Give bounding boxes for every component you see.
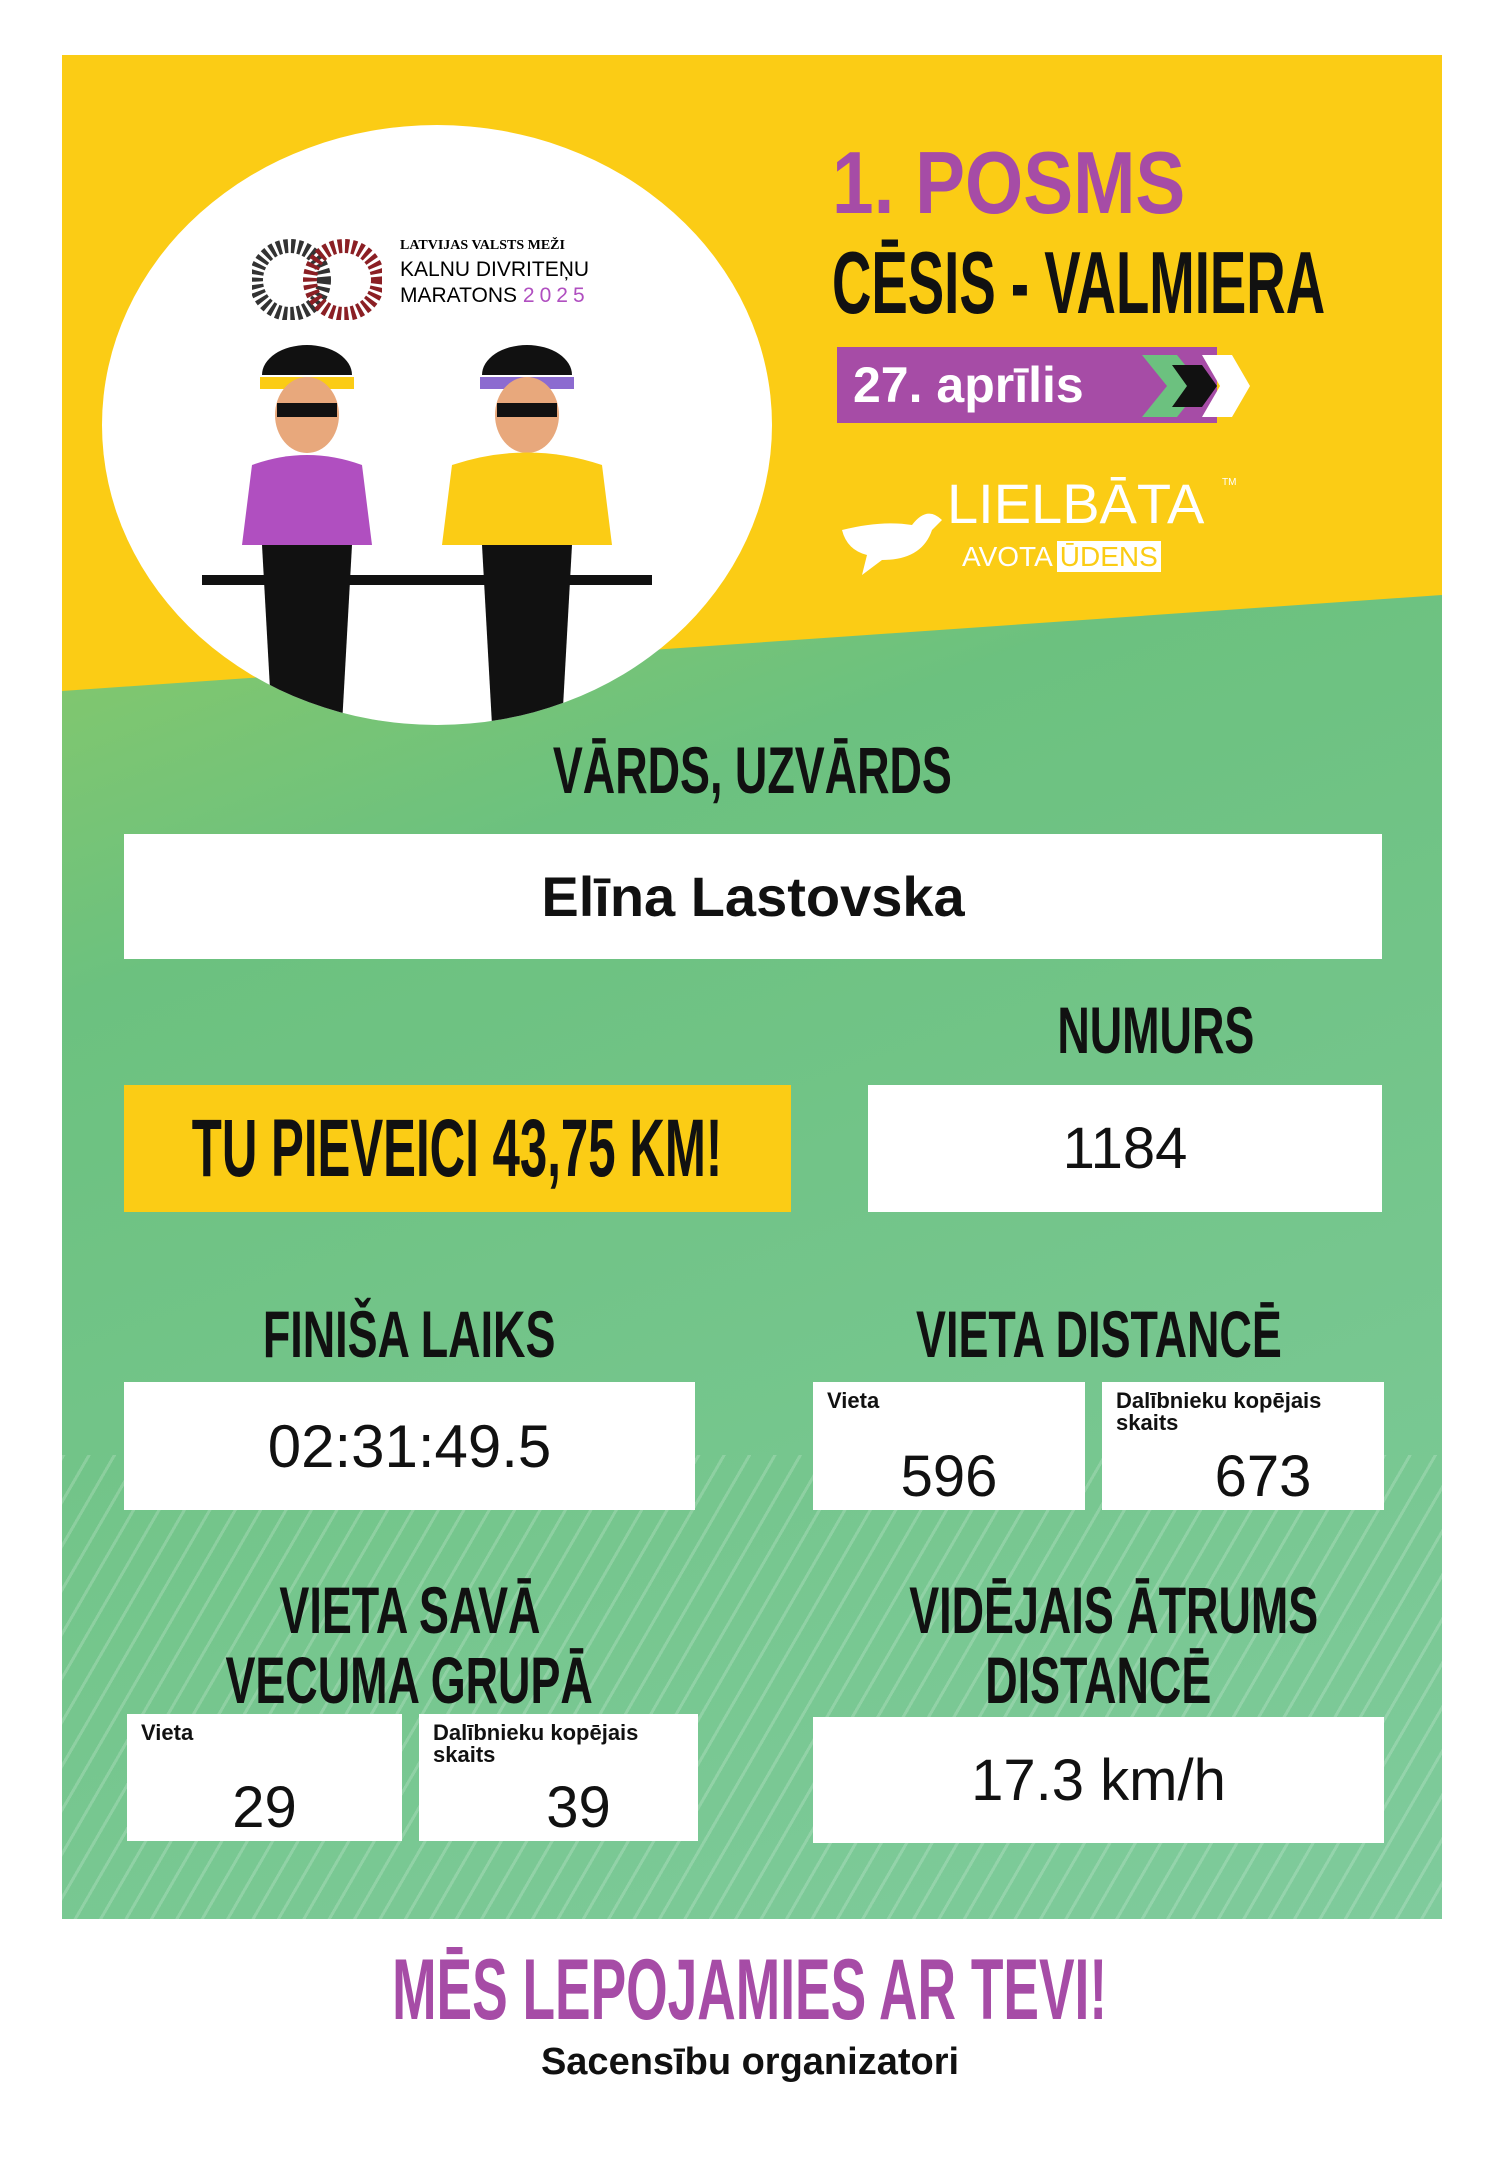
place-value: 596 [900,1444,998,1509]
avg-speed-box: 17.3 km/h [813,1717,1384,1843]
age-place-label: Vieta [141,1720,194,1745]
logo-line2: MARATONS [400,284,518,307]
avg-speed-value: 17.3 km/h [971,1747,1226,1813]
sponsor-sub1: AVOTA [962,541,1053,572]
age-total-label: Dalībnieku kopējais skaits [433,1720,639,1767]
total-label: Dalībnieku kopējais skaits [1116,1388,1322,1435]
place-label: Vieta [827,1388,880,1413]
bird-icon [842,513,942,575]
total-value: 673 [1214,1444,1312,1509]
logo-year: 2025 [522,284,590,307]
arrow-chevrons-icon [1142,355,1250,417]
avg-speed-heading: VIDĒJAIS ĀTRUMS DISTANCĒ [813,1575,1384,1715]
sponsor-sub2: ŪDENS [1056,541,1161,572]
footer-slogan-text: MĒS LEPOJAMIES AR TEVI! [392,1942,1108,2038]
number-heading-text: NUMURS [1057,993,1255,1067]
age-group-heading-line1: VIETA SAVĀ [278,1573,540,1647]
total-distance-box: Dalībnieku kopējais skaits 673 [1102,1382,1384,1510]
number-box: 1184 [868,1085,1382,1212]
date-text: 27. aprīlis [853,357,1084,413]
name-heading: VĀRDS, UZVĀRDS [62,735,1442,805]
age-group-heading: VIETA SAVĀ VECUMA GRUPĀ [124,1575,695,1715]
route-title: CĒSIS - VALMIERA [832,235,1442,331]
age-place-box: Vieta 29 [127,1714,402,1841]
cyclists-illustration: LATVIJAS VALSTS MEŽI KALNU DIVRITEŅU MAR… [102,125,772,725]
cyclists-icon [202,345,652,725]
distance-banner-text: TU PIEVEICI 43,75 KM! [192,1102,723,1194]
age-group-heading-line2: VECUMA GRUPĀ [225,1643,594,1717]
avg-speed-heading-line1: VIDĒJAIS ĀTRUMS [909,1573,1319,1647]
place-distance-box: Vieta 596 [813,1382,1085,1510]
finish-time-heading-text: FINIŠA LAIKS [263,1297,556,1371]
age-total-value: 39 [546,1775,611,1840]
participant-name: Elīna Lastovska [541,865,965,928]
sponsor-sub: AVOTA ŪDENS [962,541,1161,573]
wheels-logo-icon [252,239,382,320]
place-distance-heading: VIETA DISTANCĒ [813,1299,1384,1369]
age-total-box: Dalībnieku kopējais skaits 39 [419,1714,698,1841]
place-distance-heading-text: VIETA DISTANCĒ [915,1297,1282,1371]
sponsor-name: LIELBĀTA [947,472,1205,535]
logo-line2-row: MARATONS 2025 [400,284,590,308]
stage-text: 1. POSMS [832,133,1186,232]
route-text: CĒSIS - VALMIERA [832,233,1326,332]
finish-time-heading: FINIŠA LAIKS [124,1299,695,1369]
footer-slogan: MĒS LEPOJAMIES AR TEVI! [0,1945,1500,2035]
logo-org: LATVIJAS VALSTS MEŽI [400,238,565,253]
distance-banner: TU PIEVEICI 43,75 KM! [124,1085,791,1212]
name-box: Elīna Lastovska [124,834,1382,959]
sponsor-tm: TM [1222,477,1237,488]
bib-number: 1184 [1062,1116,1188,1181]
race-logo: LATVIJAS VALSTS MEŽI KALNU DIVRITEŅU MAR… [252,220,652,350]
footer-signature: Sacensību organizatori [540,2041,960,2083]
stage-title: 1. POSMS [832,135,1248,231]
sponsor-logo: LIELBĀTA TM AVOTA ŪDENS [837,475,1257,585]
avg-speed-heading-line2: DISTANCĒ [985,1643,1212,1717]
finish-time-value: 02:31:49.5 [267,1412,552,1480]
age-place-value: 29 [232,1775,297,1840]
logo-line1: KALNU DIVRITEŅU [400,258,590,281]
certificate-poster: LATVIJAS VALSTS MEŽI KALNU DIVRITEŅU MAR… [62,55,1442,1919]
number-heading: NUMURS [868,995,1442,1065]
name-heading-text: VĀRDS, UZVĀRDS [552,733,952,807]
finish-time-box: 02:31:49.5 [124,1382,695,1510]
